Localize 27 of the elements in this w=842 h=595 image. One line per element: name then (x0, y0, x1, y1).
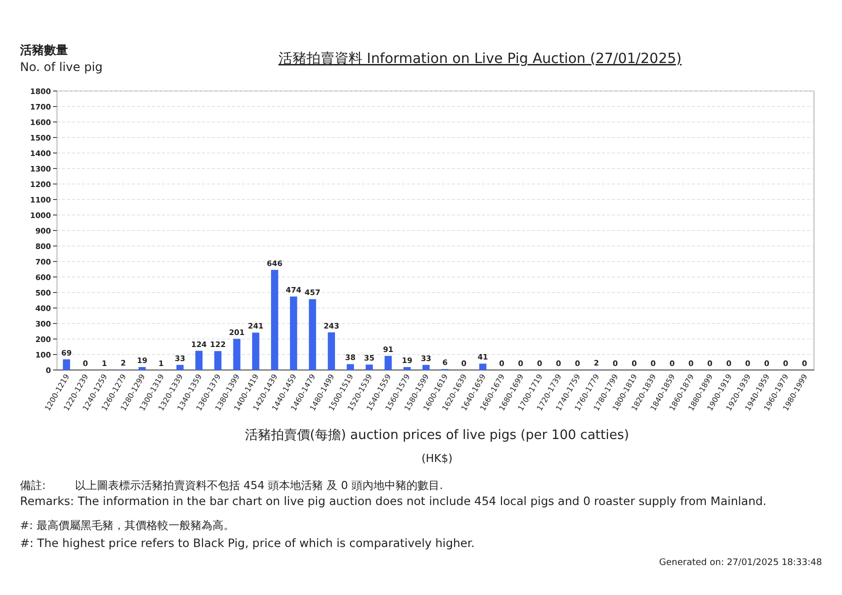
text: Generated on: 27/01/2025 18:33:48 (659, 558, 822, 568)
bar (366, 364, 373, 370)
bar (328, 332, 336, 370)
bar (138, 367, 146, 370)
chart-title: 活豬拍賣資料 Information on Live Pig Auction (27/01/2025) (278, 51, 682, 67)
text: 備註: (20, 479, 46, 492)
text: Remarks: The information in the bar chart on live pig auction does not include 454 local pigs and 0 roaster supply from Mainland. (20, 494, 766, 508)
bar (195, 350, 203, 370)
bar (252, 332, 260, 370)
bar (62, 359, 70, 370)
y-axis-title: 活豬數量 No. of live pig (19, 43, 103, 74)
x-axis-title: 活豬拍賣價(每擔) auction prices of live pigs (per 100 catties) (244, 428, 630, 443)
bar (479, 364, 486, 370)
text: #: The highest price refers to Black Pig, price of which is comparatively higher. (20, 536, 475, 550)
bar (290, 296, 298, 370)
bar (404, 367, 411, 370)
bar (176, 364, 184, 370)
bar (271, 270, 278, 370)
bar (308, 299, 316, 370)
text: (HK$) (421, 452, 453, 465)
bar (346, 364, 354, 370)
text: 以上圖表標示活豬拍賣資料不包括 454 頭本地活豬 及 0 頭內地中豬的數目. (75, 479, 443, 492)
text: #: 最高價屬黑毛豬，其價格較一般豬為高。 (20, 519, 234, 532)
bar (214, 351, 222, 370)
bar (384, 356, 392, 370)
bar (422, 364, 430, 370)
bar (233, 338, 240, 370)
